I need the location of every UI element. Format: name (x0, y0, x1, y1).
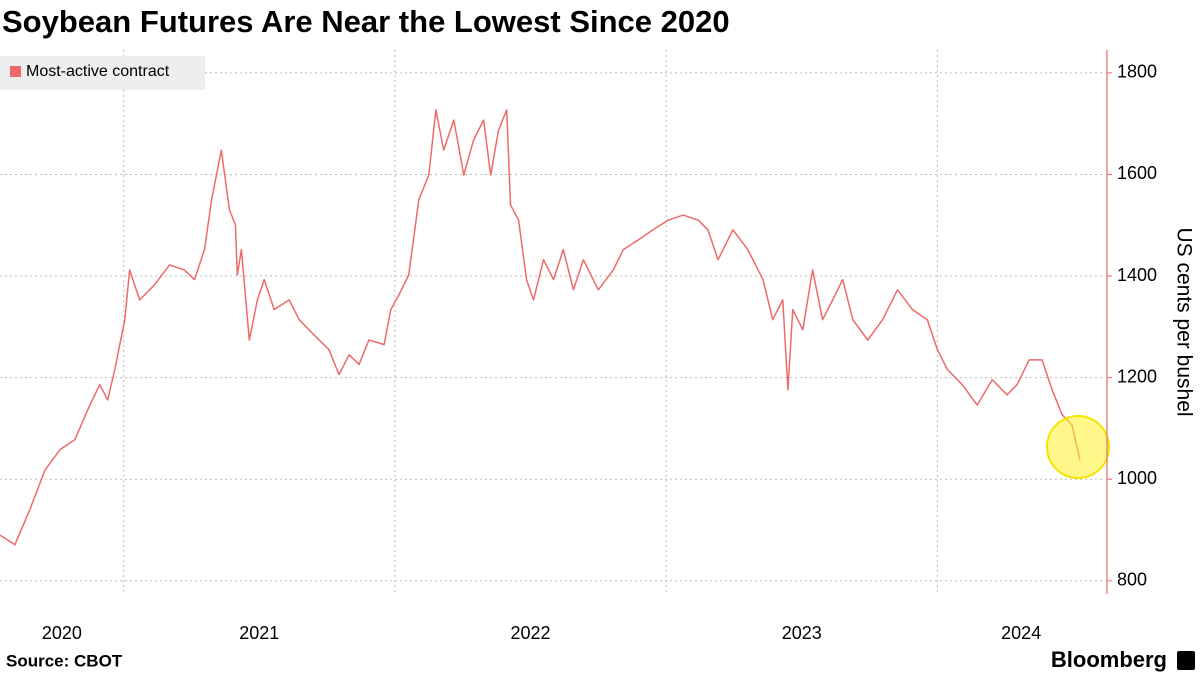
x-tick-label: 2024 (1001, 623, 1041, 643)
y-tick-label: 800 (1117, 570, 1147, 590)
series-line (0, 109, 1081, 546)
plot (0, 109, 1081, 546)
y-tick-label: 1400 (1117, 265, 1157, 285)
brand: Bloomberg (1051, 647, 1167, 672)
highlight-circle (1046, 415, 1110, 479)
y-tick-label: 1600 (1117, 163, 1157, 183)
x-tick-label: 2021 (239, 623, 279, 643)
legend-swatch (10, 66, 21, 77)
legend (0, 56, 205, 90)
y-tick-label: 1200 (1117, 366, 1157, 386)
y-tick-label: 1000 (1117, 468, 1157, 488)
x-tick-label: 2022 (511, 623, 551, 643)
y-axis-label: US cents per bushel (1172, 227, 1195, 416)
brand-icon (1177, 651, 1195, 670)
grid: 800 1000 1200 1400 1600 1800 2020 2021 2022 2023 2… (0, 50, 1157, 643)
x-tick-label: 2023 (782, 623, 822, 643)
x-tick-label: 2020 (42, 623, 82, 643)
source: Source: CBOT (6, 651, 123, 670)
chart-title: Soybean Futures Are Near the Lowest Sinc… (2, 4, 730, 39)
y-tick-label: 1800 (1117, 62, 1157, 82)
legend-label: Most-active contract (26, 63, 170, 80)
